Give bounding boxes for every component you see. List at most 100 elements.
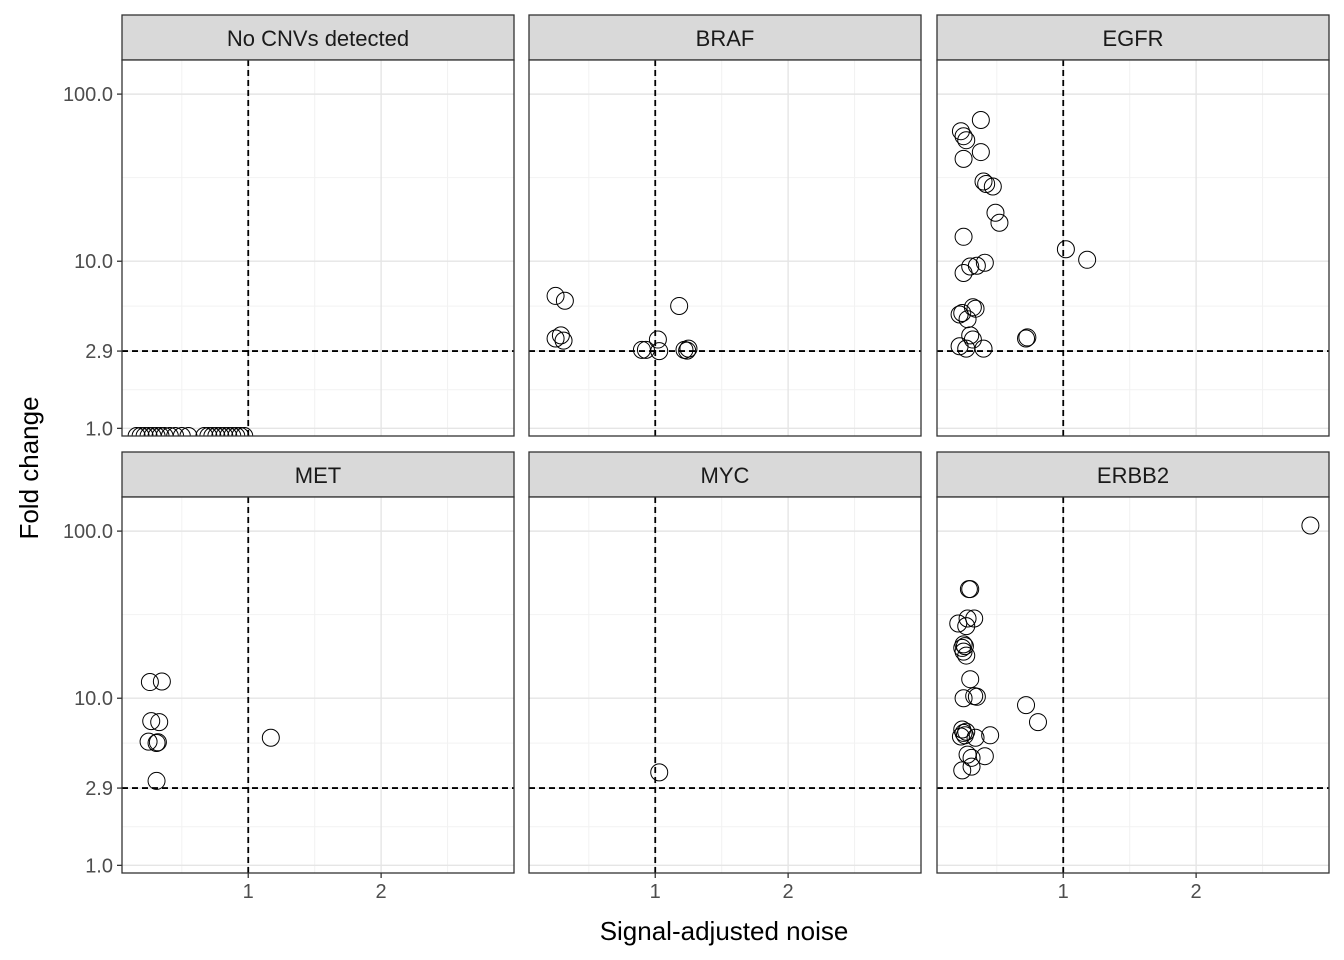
point-no-cnvs-detected-17 <box>215 427 234 436</box>
plot-area-no-cnvs-detected <box>122 60 514 436</box>
point-egfr-14 <box>975 253 994 272</box>
points-erbb2 <box>949 516 1320 780</box>
strip-no-cnvs-detected <box>121 14 515 61</box>
panel-border-erbb2 <box>936 496 1330 874</box>
y-axis-no-cnvs-detected: 1.0 2.9 10.0 100.0 <box>63 84 122 440</box>
point-met-2 <box>142 712 161 731</box>
point-no-cnvs-detected-9 <box>166 427 185 436</box>
point-erbb2-11 <box>957 646 976 665</box>
point-braf-6 <box>636 340 655 359</box>
point-egfr-29 <box>1018 328 1037 347</box>
point-no-cnvs-detected-2 <box>135 427 154 436</box>
point-myc-0 <box>650 763 669 782</box>
point-no-cnvs-detected-6 <box>151 427 170 436</box>
x-tick-label: 1 <box>243 881 254 903</box>
point-no-cnvs-detected-15 <box>207 427 226 436</box>
point-no-cnvs-detected-4 <box>143 427 162 436</box>
point-erbb2-27 <box>975 747 994 766</box>
strip-label-myc: MYC <box>701 463 750 488</box>
point-no-cnvs-detected-8 <box>160 427 179 436</box>
point-braf-1 <box>555 291 574 310</box>
y-tick-label: 100.0 <box>63 521 113 543</box>
plot-area-myc <box>529 497 921 873</box>
point-no-cnvs-detected-18 <box>219 427 238 436</box>
point-egfr-28 <box>1017 329 1036 348</box>
grid-erbb2 <box>937 497 1329 873</box>
point-no-cnvs-detected-22 <box>235 427 254 436</box>
point-erbb2-10 <box>954 642 973 661</box>
point-egfr-0 <box>971 110 990 129</box>
point-erbb2-0 <box>1301 516 1320 535</box>
points-no-cnvs-detected <box>127 427 254 436</box>
x-tick-label: 2 <box>783 881 794 903</box>
point-met-0 <box>140 673 159 692</box>
panel-myc: MYC <box>528 451 922 874</box>
point-erbb2-15 <box>954 689 973 708</box>
point-no-cnvs-detected-20 <box>227 427 246 436</box>
plot-area-met <box>122 497 514 873</box>
point-no-cnvs-detected-19 <box>223 427 242 436</box>
facet-panels: No CNVs detected BRAF EGFR MET MYC ERBB2 <box>121 14 1330 874</box>
point-egfr-13 <box>1078 250 1097 269</box>
point-braf-9 <box>670 296 689 315</box>
point-no-cnvs-detected-5 <box>147 427 166 436</box>
point-no-cnvs-detected-7 <box>155 427 174 436</box>
point-braf-4 <box>554 331 573 350</box>
points-braf <box>546 286 698 361</box>
point-erbb2-2 <box>961 580 980 599</box>
point-erbb2-19 <box>954 723 973 742</box>
strip-label-no-cnvs-detected: No CNVs detected <box>227 26 409 51</box>
panel-border-braf <box>528 59 922 437</box>
x-tick-label: 1 <box>1058 881 1069 903</box>
point-braf-3 <box>551 326 570 345</box>
point-braf-12 <box>678 341 697 360</box>
x-axis-title: Signal-adjusted noise <box>600 916 849 946</box>
point-no-cnvs-detected-21 <box>231 427 250 436</box>
point-egfr-15 <box>961 257 980 276</box>
point-egfr-6 <box>974 172 993 191</box>
point-braf-11 <box>679 339 698 358</box>
point-egfr-2 <box>954 127 973 146</box>
panel-no-cnvs-detected: No CNVs detected <box>121 14 515 437</box>
panel-braf: BRAF <box>528 14 922 437</box>
point-erbb2-24 <box>981 726 1000 745</box>
point-erbb2-17 <box>1028 713 1047 732</box>
point-no-cnvs-detected-1 <box>131 427 150 436</box>
point-erbb2-28 <box>962 757 981 776</box>
y-tick-label: 10.0 <box>74 688 113 710</box>
point-no-cnvs-detected-11 <box>179 427 198 436</box>
point-braf-0 <box>546 286 565 305</box>
panel-border-no-cnvs-detected <box>121 59 515 437</box>
point-erbb2-6 <box>957 617 976 636</box>
panel-border-egfr <box>936 59 1330 437</box>
point-egfr-17 <box>954 264 973 283</box>
strip-label-met: MET <box>295 463 341 488</box>
strip-myc <box>528 451 922 498</box>
point-met-6 <box>148 733 167 752</box>
y-tick-label: 2.9 <box>85 778 113 800</box>
strip-label-erbb2: ERBB2 <box>1097 463 1169 488</box>
point-erbb2-7 <box>954 635 973 654</box>
point-erbb2-5 <box>949 614 968 633</box>
point-met-4 <box>139 732 158 751</box>
panel-egfr: EGFR <box>936 14 1330 437</box>
strip-label-braf: BRAF <box>696 26 755 51</box>
point-egfr-23 <box>961 326 980 345</box>
point-met-8 <box>261 728 280 747</box>
point-met-1 <box>152 672 171 691</box>
y-tick-label: 1.0 <box>85 418 113 440</box>
point-no-cnvs-detected-0 <box>127 427 146 436</box>
y-axis-met: 1.0 2.9 10.0 100.0 <box>63 521 122 877</box>
y-tick-label: 2.9 <box>85 341 113 363</box>
point-braf-8 <box>650 342 669 361</box>
points-egfr <box>950 110 1097 358</box>
point-erbb2-12 <box>961 670 980 689</box>
x-tick-label: 2 <box>376 881 387 903</box>
point-egfr-9 <box>986 203 1005 222</box>
point-erbb2-22 <box>951 727 970 746</box>
y-tick-label: 100.0 <box>63 84 113 106</box>
point-met-5 <box>147 733 166 752</box>
